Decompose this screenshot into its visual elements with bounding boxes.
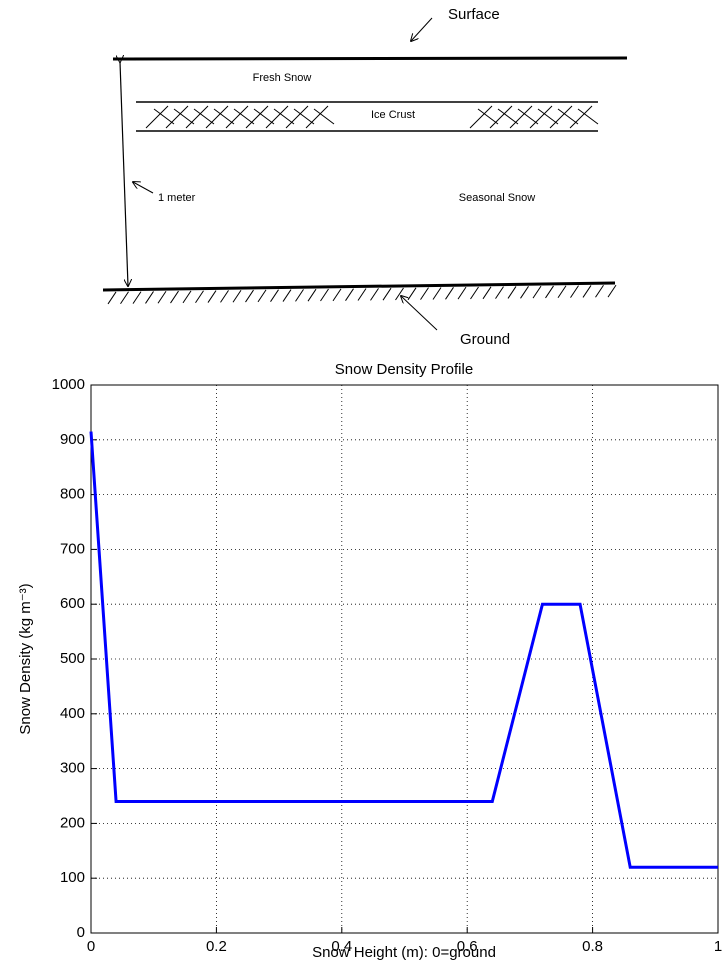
ground-hatch: [583, 285, 591, 297]
y-tick-label: 800: [60, 486, 85, 503]
ground-hatch: [221, 290, 229, 302]
ground-hatch: [196, 291, 204, 303]
ground-hatch: [458, 287, 466, 299]
x-tick-label: 0.2: [206, 938, 227, 955]
y-tick-label: 700: [60, 540, 85, 557]
x-tick-label: 0.6: [457, 938, 478, 955]
y-tick-label: 400: [60, 705, 85, 722]
ground-hatch: [408, 288, 416, 300]
ground-hatch: [208, 291, 216, 303]
y-tick-label: 600: [60, 595, 85, 612]
height-arrow: [120, 62, 128, 286]
ground-hatch: [421, 288, 429, 300]
surface-label: Surface: [448, 6, 500, 23]
ground-hatch: [558, 286, 566, 298]
ground-hatch: [133, 292, 141, 304]
ground-hatch: [233, 290, 241, 302]
chart: Snow Density Profile Snow Height (m): 0=…: [17, 361, 722, 961]
ground-hatch: [383, 288, 391, 300]
page: {"diagram": {"surface": "Surface", "fres…: [0, 0, 724, 964]
y-tick-label: 200: [60, 814, 85, 831]
x-tick-label: 0.4: [331, 938, 352, 955]
y-tick-label: 1000: [52, 376, 85, 393]
ground-hatch: [283, 290, 291, 302]
ground-hatch: [596, 285, 604, 297]
x-tick-label: 0: [87, 938, 95, 955]
ground-label: Ground: [460, 331, 510, 348]
x-tick-label: 1: [714, 938, 722, 955]
ground-hatch: [158, 291, 166, 303]
ice-crust-label: Ice Crust: [371, 109, 415, 121]
ground-hatch: [296, 289, 304, 301]
ground-hatch: [108, 292, 116, 304]
ground-arrow: [401, 296, 437, 330]
ground-hatch: [321, 289, 329, 301]
ground-hatch: [146, 291, 154, 303]
ground-hatch: [496, 287, 504, 299]
ground-hatch: [183, 291, 191, 303]
ground-hatch: [533, 286, 541, 298]
ground-hatch: [371, 288, 379, 300]
y-tick-label: 900: [60, 431, 85, 448]
surface-line: [113, 58, 627, 59]
figure: Surface Fresh Snow Ice Crust 1 meter Sea…: [0, 0, 724, 964]
ground-hatch: [471, 287, 479, 299]
ground-hatch: [508, 286, 516, 298]
snow-diagram: Surface Fresh Snow Ice Crust 1 meter Sea…: [103, 6, 627, 348]
ground-hatch: [271, 290, 279, 302]
ground-hatch: [396, 288, 404, 300]
ground-hatch: [608, 285, 616, 297]
fresh-snow-label: Fresh Snow: [253, 72, 312, 84]
ground-hatch: [483, 287, 491, 299]
ground-hatch: [258, 290, 266, 302]
ground-hatch: [521, 286, 529, 298]
y-tick-label: 300: [60, 760, 85, 777]
height-label: 1 meter: [158, 192, 196, 204]
ground-hatch: [446, 287, 454, 299]
ground-hatch: [346, 289, 354, 301]
x-tick-label: 0.8: [582, 938, 603, 955]
ground-line: [103, 283, 615, 290]
ground-hatch: [308, 289, 316, 301]
y-axis-label: Snow Density (kg m⁻³): [17, 583, 34, 734]
y-tick-label: 500: [60, 650, 85, 667]
ground-hatch: [246, 290, 254, 302]
ground-hatch: [121, 292, 129, 304]
ground-hatch: [546, 286, 554, 298]
hatching: [108, 106, 616, 304]
surface-arrow: [411, 18, 432, 41]
y-tick-label: 0: [77, 924, 85, 941]
y-tick-label: 100: [60, 869, 85, 886]
ground-hatch: [333, 289, 341, 301]
ground-hatch: [358, 289, 366, 301]
seasonal-snow-label: Seasonal Snow: [459, 192, 535, 204]
ground-hatch: [171, 291, 179, 303]
chart-title: Snow Density Profile: [335, 361, 473, 378]
ground-hatch: [433, 287, 441, 299]
ground-hatch: [571, 286, 579, 298]
height-pointer: [133, 182, 153, 193]
